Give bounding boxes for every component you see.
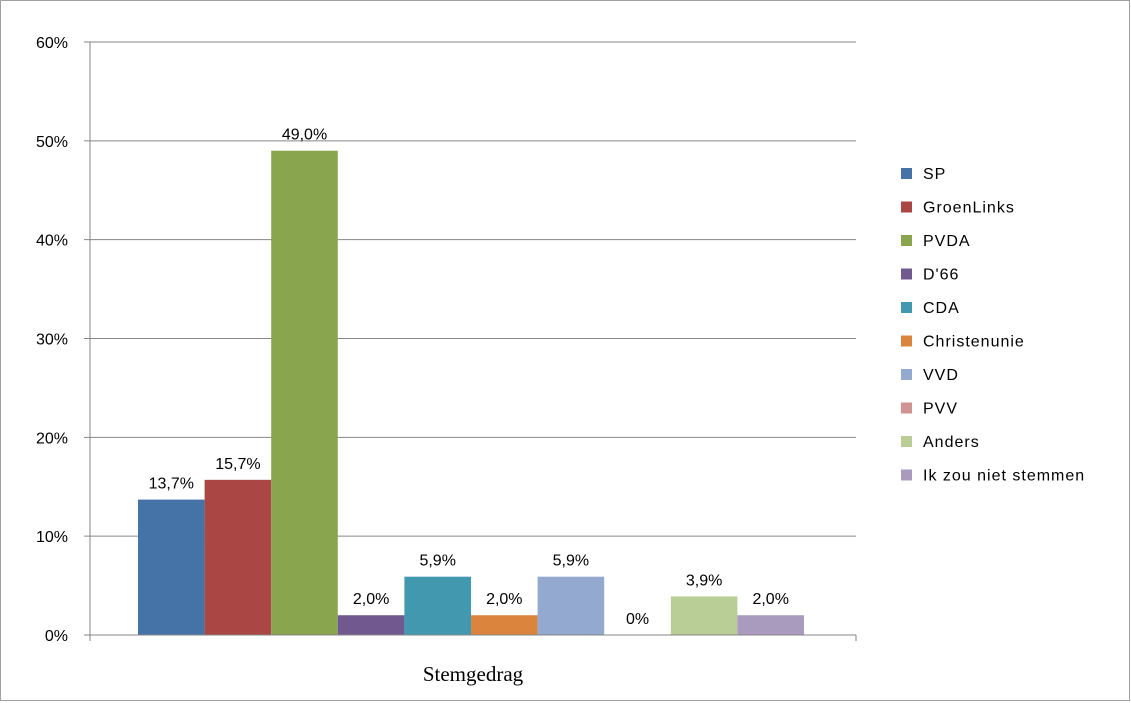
legend-swatch (901, 201, 912, 213)
bars (138, 150, 804, 635)
bar (737, 615, 804, 635)
legend-label: D'66 (923, 267, 959, 284)
y-tick-label: 0% (45, 628, 68, 645)
y-tick-label: 20% (36, 430, 68, 447)
legend-label: Anders (923, 434, 980, 451)
data-label: 5,9% (419, 553, 455, 570)
legend-label: SP (923, 166, 946, 183)
bar (138, 499, 205, 635)
bar (471, 615, 538, 635)
data-label: 5,9% (553, 553, 589, 570)
data-label: 3,9% (686, 572, 722, 589)
y-tick-label: 40% (36, 233, 68, 250)
y-tick-label: 10% (36, 529, 68, 546)
legend-swatch (901, 436, 912, 447)
legend-label: CDA (923, 300, 960, 317)
bar (537, 576, 605, 635)
legend-swatch (901, 302, 912, 313)
legend-label: PVDA (923, 233, 971, 250)
data-label: 49,0% (282, 127, 327, 144)
data-label: 15,7% (215, 456, 260, 473)
legend-swatch (901, 469, 912, 481)
y-tick-label: 60% (36, 35, 68, 52)
legend-swatch (901, 335, 912, 347)
legend-swatch (901, 369, 912, 380)
bar (404, 576, 471, 635)
y-tick-label: 50% (36, 134, 68, 151)
y-tick-label: 30% (36, 332, 68, 349)
legend-swatch (901, 402, 912, 414)
data-label: 2,0% (486, 591, 522, 608)
legend-swatch (901, 235, 912, 246)
legend-label: GroenLinks (923, 200, 1015, 217)
y-axis-ticks: 0% 10% 20% 30% 40% 50% 60% (36, 35, 68, 645)
bar (271, 150, 338, 635)
data-labels: 13,7% 15,7% 49,0% 2,0% 5,9% 2,0% 5,9% 0% 3,9% 2,0… (149, 127, 789, 628)
bar (204, 479, 272, 635)
legend-label: Ik zou niet stemmen (923, 468, 1085, 485)
legend-swatch (901, 268, 912, 280)
legend-label: VVD (923, 367, 959, 384)
data-label: 13,7% (149, 476, 194, 493)
axes (89, 42, 857, 641)
legend-label: Christenunie (923, 334, 1025, 351)
legend: SP GroenLinks PVDA D'66 CDA Christenunie VVD PV… (901, 166, 1085, 485)
data-label: 2,0% (752, 591, 788, 608)
bar (337, 615, 405, 635)
data-label: 2,0% (353, 591, 389, 608)
legend-label: PVV (923, 401, 958, 418)
data-label: 0% (626, 611, 649, 628)
x-axis-label: Stemgedrag (423, 662, 524, 686)
bar (670, 596, 738, 635)
legend-swatch (901, 168, 912, 179)
